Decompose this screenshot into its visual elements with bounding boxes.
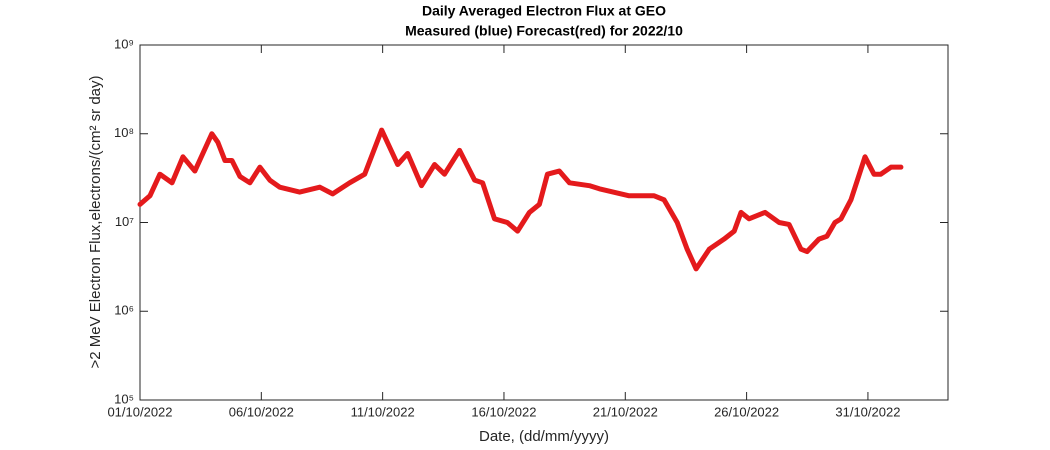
x-tick-label: 06/10/2022: [229, 404, 294, 419]
y-tick-label: 10⁸: [114, 125, 134, 140]
chart-subtitle: Measured (blue) Forecast(red) for 2022/1…: [405, 23, 683, 39]
chart-title: Daily Averaged Electron Flux at GEO: [422, 3, 666, 19]
y-tick-label: 10⁵: [114, 391, 134, 406]
x-tick-label: 01/10/2022: [107, 404, 172, 419]
x-axis-label: Date, (dd/mm/yyyy): [479, 428, 609, 445]
x-tick-label: 31/10/2022: [835, 404, 900, 419]
x-tick-label: 16/10/2022: [471, 404, 536, 419]
x-tick-label: 21/10/2022: [593, 404, 658, 419]
flux-line: [137, 127, 904, 272]
y-tick-label: 10⁷: [115, 214, 134, 229]
x-tick-label: 11/10/2022: [351, 404, 415, 419]
y-axis-label: >2 MeV Electron Flux,electrons/(cm² sr d…: [87, 75, 104, 368]
y-tick-label: 10⁹: [114, 36, 134, 51]
x-tick-label: 26/10/2022: [714, 404, 779, 419]
y-tick-label: 10⁶: [114, 303, 134, 318]
